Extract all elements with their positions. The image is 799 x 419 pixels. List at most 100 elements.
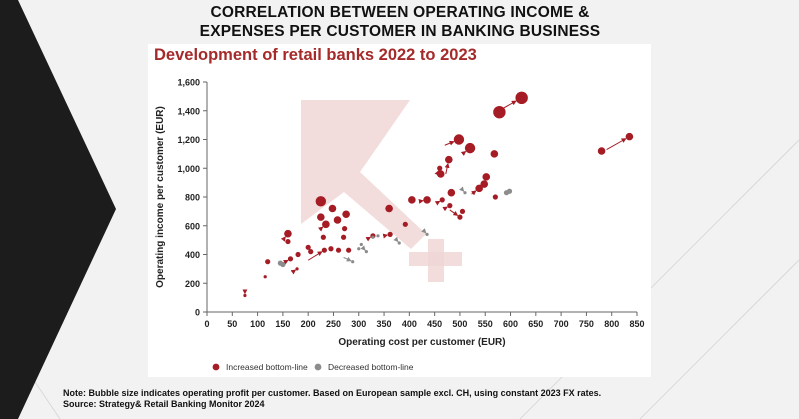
- y-tick-label: 1,000: [177, 164, 200, 174]
- increased-bubble: [515, 91, 528, 105]
- increased-bubble: [492, 194, 498, 200]
- movement-arrow: [459, 186, 465, 192]
- increased-bubble: [437, 165, 443, 171]
- movement-arrow: [471, 190, 477, 196]
- decreased-bubble: [425, 232, 429, 236]
- movement-arrow: [393, 236, 399, 243]
- page-title-line-2: EXPENSES PER CUSTOMER IN BANKING BUSINES…: [199, 23, 601, 40]
- movement-arrow: [290, 269, 297, 275]
- x-tick-label: 650: [528, 319, 543, 329]
- increased-bubble: [322, 220, 330, 229]
- increased-bubble: [423, 196, 431, 204]
- increased-bubble: [342, 210, 350, 219]
- movement-arrow: [307, 251, 323, 261]
- legend-increased-label: Increased bottom-line: [226, 362, 308, 372]
- x-tick-label: 750: [579, 319, 594, 329]
- y-tick-label: 400: [185, 250, 200, 260]
- movement-arrow: [360, 245, 366, 251]
- increased-bubble: [243, 293, 247, 298]
- movement-arrow: [606, 138, 627, 150]
- legend-increased-marker: [212, 363, 220, 371]
- movement-arrow: [365, 236, 372, 242]
- increased-bubble: [464, 142, 476, 154]
- movement-arrow: [444, 162, 450, 175]
- chart-title: Development of retail banks 2022 to 2023: [154, 46, 477, 64]
- increased-bubble: [328, 204, 337, 213]
- increased-bubble: [265, 259, 271, 265]
- footnote-note: Note: Bubble size indicates operating pr…: [63, 388, 602, 398]
- increased-bubble: [263, 275, 267, 279]
- x-tick-label: 550: [478, 319, 493, 329]
- increased-bubble: [321, 247, 327, 253]
- legend-decreased-label: Decreased bottom-line: [328, 362, 414, 372]
- increased-bubble: [305, 244, 311, 250]
- increased-bubble: [445, 155, 453, 164]
- watermark-arrow: [301, 100, 426, 249]
- increased-bubble: [284, 229, 292, 238]
- movement-arrow: [343, 256, 352, 262]
- y-tick-label: 1,400: [177, 106, 200, 116]
- increased-bubble: [457, 214, 463, 220]
- decreased-bubble: [364, 250, 368, 254]
- decreased-bubble: [280, 261, 286, 268]
- x-tick-label: 350: [377, 319, 392, 329]
- increased-bubble: [490, 150, 499, 158]
- increased-bubble: [342, 226, 348, 232]
- footnote: Note: Bubble size indicates operating pr…: [63, 388, 601, 410]
- movement-arrow: [444, 140, 455, 146]
- x-tick-label: 50: [227, 319, 237, 329]
- movement-arrow: [434, 200, 441, 206]
- movement-arrow: [280, 236, 286, 242]
- increased-bubble: [333, 216, 342, 224]
- increased-bubble: [287, 256, 294, 262]
- increased-bubble: [480, 180, 489, 188]
- x-tick-label: 300: [351, 319, 366, 329]
- y-tick-label: 200: [185, 279, 200, 289]
- y-tick-label: 1,600: [177, 78, 200, 88]
- increased-bubble: [447, 203, 453, 209]
- increased-bubble: [340, 234, 347, 240]
- x-tick-label: 400: [402, 319, 417, 329]
- increased-bubble: [315, 196, 327, 207]
- movement-arrow: [317, 226, 324, 232]
- increased-bubble: [408, 196, 416, 204]
- movement-arrow: [449, 209, 459, 216]
- increased-bubble: [317, 213, 325, 221]
- increased-bubble: [625, 132, 634, 141]
- x-axis-label: Operating cost per customer (EUR): [338, 337, 505, 348]
- increased-bubble: [482, 173, 491, 181]
- y-tick-label: 1,200: [177, 135, 200, 145]
- increased-bubble: [346, 247, 352, 253]
- x-tick-label: 800: [604, 319, 619, 329]
- increased-bubble: [402, 221, 408, 227]
- movement-arrow: [442, 206, 448, 212]
- x-tick-label: 500: [452, 319, 467, 329]
- decreased-bubble: [376, 234, 380, 238]
- watermark-plus-horizontal: [409, 252, 462, 266]
- x-tick-label: 150: [275, 319, 290, 329]
- increased-bubble: [447, 188, 456, 197]
- left-decorative-band: [0, 0, 116, 419]
- increased-bubble: [597, 147, 606, 155]
- x-tick-label: 450: [427, 319, 442, 329]
- movement-arrow: [460, 150, 467, 156]
- increased-bubble: [439, 197, 445, 203]
- increased-bubble: [328, 246, 334, 252]
- x-tick-label: 700: [554, 319, 569, 329]
- increased-bubble: [320, 234, 326, 240]
- x-tick-label: 100: [250, 319, 265, 329]
- increased-bubble: [436, 170, 445, 178]
- decreased-bubble: [351, 260, 355, 264]
- page-title: CORRELATION BETWEEN OPERATING INCOME & E…: [150, 3, 650, 41]
- increased-bubble: [459, 208, 466, 214]
- y-axis-label: Operating income per customer (EUR): [155, 106, 166, 288]
- increased-bubble: [335, 247, 342, 253]
- increased-bubble: [453, 134, 465, 145]
- x-tick-label: 600: [503, 319, 518, 329]
- increased-bubble: [387, 231, 393, 237]
- decreased-bubble: [357, 247, 361, 251]
- increased-bubble: [385, 204, 393, 213]
- increased-bubble: [295, 267, 299, 271]
- movement-arrow: [501, 100, 517, 110]
- increased-bubble: [285, 238, 291, 245]
